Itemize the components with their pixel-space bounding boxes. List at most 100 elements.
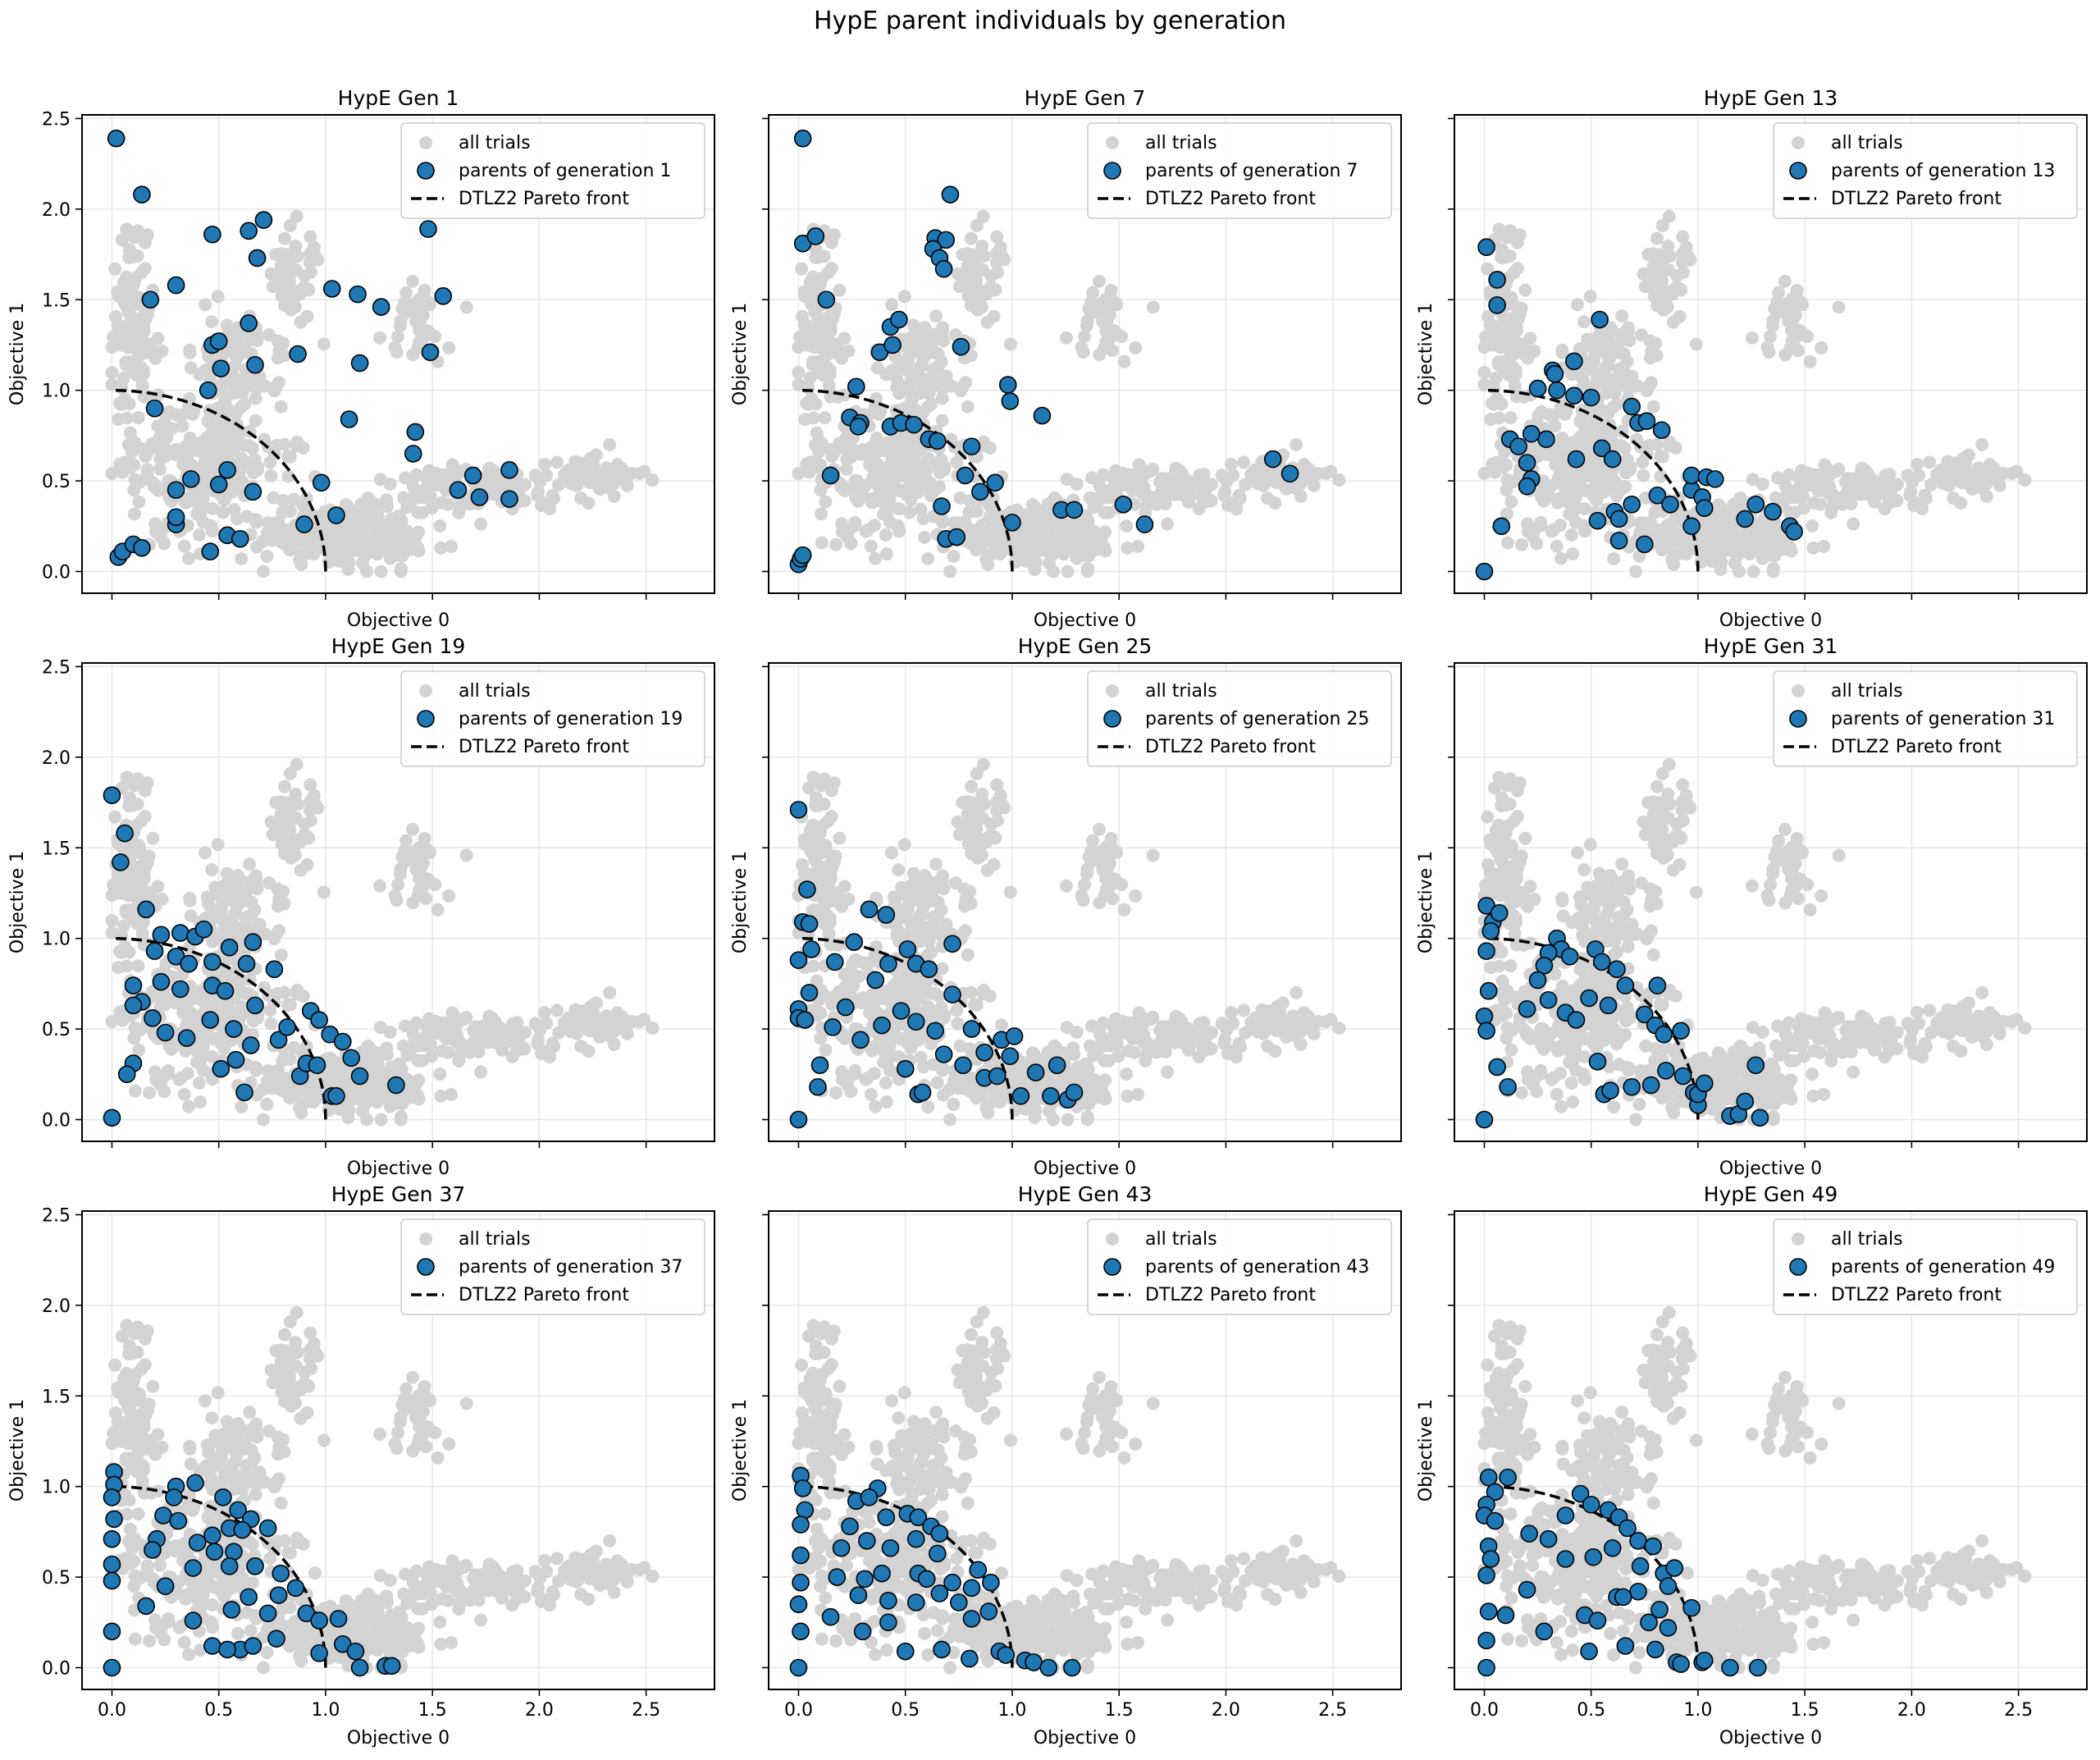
all-trials-point [990, 778, 1004, 792]
parent-point [194, 920, 213, 939]
all-trials-point [1089, 303, 1102, 317]
all-trials-point [815, 819, 829, 833]
parent-point [1477, 238, 1495, 257]
all-trials-point [167, 447, 181, 461]
all-trials-point [1778, 348, 1792, 362]
all-trials-point [1577, 524, 1591, 538]
all-trials-point [260, 549, 274, 563]
all-trials-point [632, 466, 646, 480]
all-trials-point [277, 1078, 291, 1092]
all-trials-point [963, 1042, 977, 1056]
parent-point [241, 1036, 260, 1054]
all-trials-point [531, 488, 545, 502]
all-trials-point [108, 810, 122, 824]
parent-point [1518, 477, 1536, 496]
x-axis-label: Objective 0 [347, 610, 450, 631]
all-trials-point [1105, 486, 1119, 500]
all-trials-point [866, 1040, 880, 1054]
all-trials-point [138, 784, 152, 798]
parent-point [145, 399, 164, 418]
all-trials-point [1076, 535, 1090, 549]
parent-point [220, 938, 239, 957]
all-trials-point [1746, 473, 1760, 487]
all-trials-point [584, 461, 598, 475]
parent-point [1648, 486, 1667, 505]
all-trials-point [281, 469, 295, 483]
all-trials-point [897, 838, 911, 852]
all-trials-point [1817, 539, 1831, 553]
all-trials-point [291, 533, 305, 547]
all-trials-point [112, 327, 126, 341]
all-trials-point [883, 491, 897, 505]
all-trials-point [818, 411, 832, 425]
all-trials-point [267, 491, 281, 505]
legend-label-parents: parents of generation 1 [459, 161, 671, 181]
all-trials-point [838, 331, 851, 345]
all-trials-point [257, 1113, 271, 1127]
parent-point [216, 981, 235, 1000]
all-trials-point [1307, 478, 1321, 492]
all-trials-point [1669, 280, 1683, 294]
all-trials-point [442, 341, 456, 354]
all-trials-point [998, 801, 1011, 815]
all-trials-point [459, 300, 473, 314]
parent-point [312, 473, 331, 492]
all-trials-point [970, 218, 984, 232]
all-trials-point [1801, 329, 1815, 343]
all-trials-point [151, 880, 165, 894]
all-trials-point [1506, 312, 1520, 326]
all-trials-point [205, 524, 219, 538]
all-trials-point [194, 1095, 208, 1109]
all-trials-point [936, 869, 950, 883]
all-trials-point [1614, 378, 1628, 392]
all-trials-point [272, 893, 286, 907]
all-trials-point [390, 1059, 404, 1073]
all-trials-point [1766, 565, 1780, 578]
parent-point [248, 249, 267, 267]
all-trials-point [1646, 400, 1660, 414]
all-trials-point [134, 360, 148, 374]
all-trials-point [910, 456, 924, 470]
parent-point [1652, 421, 1671, 440]
all-trials-point [297, 280, 311, 294]
parent-point [1065, 501, 1084, 519]
all-trials-point [404, 495, 418, 509]
all-trials-point [1696, 538, 1710, 552]
parent-point [310, 1011, 328, 1029]
all-trials-point [418, 1034, 432, 1048]
all-trials-point [984, 828, 998, 842]
all-trials-point [1878, 502, 1892, 516]
all-trials-point [1003, 337, 1017, 351]
all-trials-point [459, 848, 473, 862]
all-trials-point [242, 378, 256, 392]
parent-point [1522, 424, 1541, 443]
all-trials-point [344, 531, 358, 545]
all-trials-point [127, 884, 141, 898]
all-trials-point [148, 525, 162, 539]
parent-point [349, 285, 367, 304]
parent-point [137, 900, 155, 919]
all-trials-point [1552, 491, 1566, 505]
all-trials-point [1777, 495, 1791, 509]
all-trials-point [988, 525, 1002, 539]
all-trials-point [808, 438, 822, 452]
all-trials-point [105, 1014, 119, 1028]
all-trials-point [176, 1006, 190, 1020]
all-trials-point [951, 1017, 965, 1031]
all-trials-point [367, 542, 381, 556]
all-trials-point [798, 289, 812, 303]
all-trials-point [829, 1086, 843, 1099]
all-trials-point [412, 544, 426, 558]
legend-label-all-trials: all trials [1831, 133, 1903, 153]
all-trials-point [369, 1067, 383, 1081]
all-trials-point [961, 259, 975, 273]
all-trials-point [1237, 455, 1251, 469]
all-trials-point [956, 796, 970, 810]
all-trials-point [574, 491, 588, 505]
all-trials-point [929, 309, 943, 323]
parent-point [387, 1076, 405, 1095]
parent-point [1281, 464, 1299, 483]
all-trials-point [892, 386, 906, 400]
legend-marker-all-trials [1106, 136, 1119, 149]
